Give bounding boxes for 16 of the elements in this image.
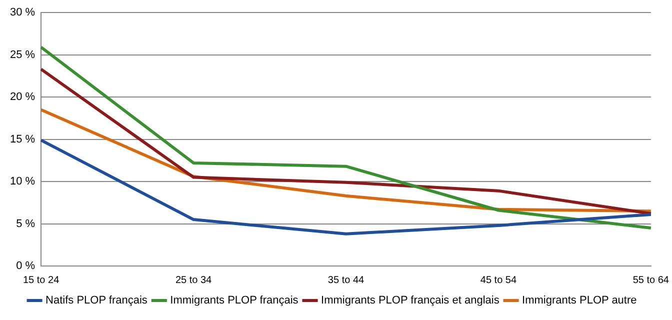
y-tick-label: 10 %: [10, 176, 36, 188]
legend-label: Immigrants PLOP français: [170, 294, 299, 307]
y-tick-label: 20 %: [10, 91, 36, 104]
x-tick-label: 15 to 24: [22, 274, 60, 286]
legend-label: Immigrants PLOP autre: [522, 294, 637, 307]
y-tick-label: 30 %: [10, 6, 36, 19]
legend-label: Immigrants PLOP français et anglais: [321, 294, 500, 307]
x-tick-label: 35 to 44: [328, 274, 365, 286]
x-tick-label: 45 to 54: [480, 274, 517, 286]
y-tick-label: 25 %: [10, 48, 36, 61]
y-tick-label: 5 %: [16, 218, 36, 230]
x-tick-label: 25 to 34: [175, 274, 212, 286]
legend-label: Natifs PLOP français: [46, 294, 148, 307]
y-tick-label: 0 %: [16, 260, 36, 272]
y-tick-label: 15 %: [10, 133, 36, 146]
x-tick-label: 55 to 64: [632, 274, 670, 286]
